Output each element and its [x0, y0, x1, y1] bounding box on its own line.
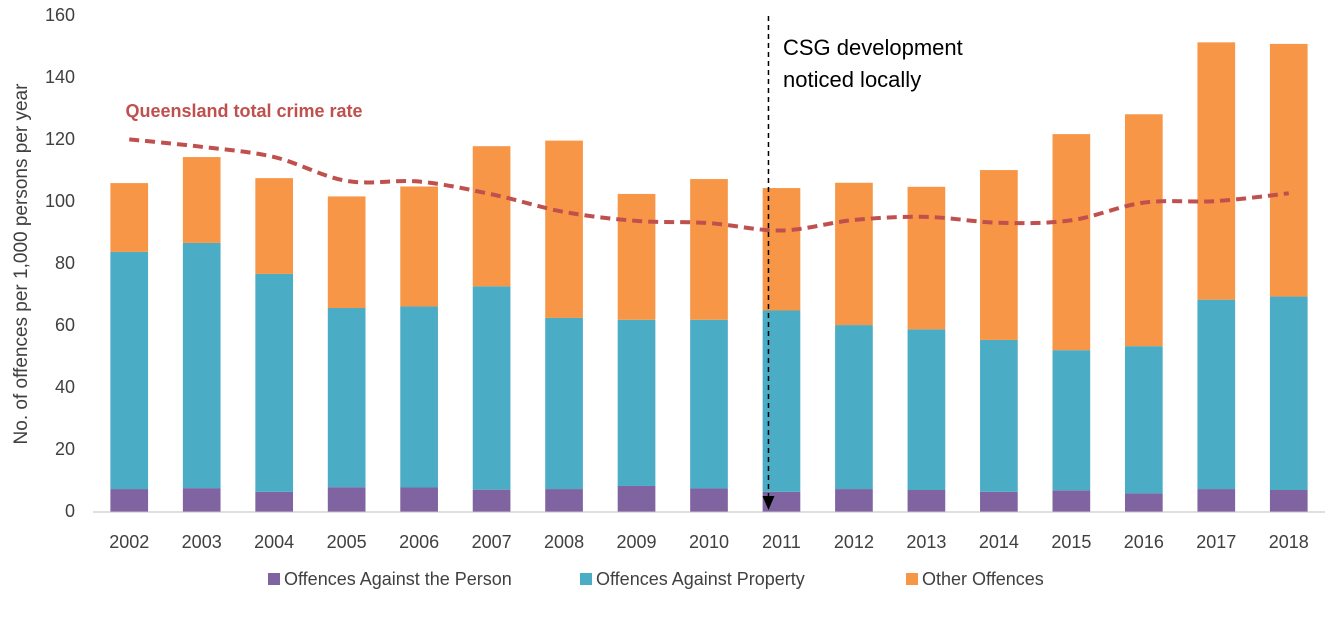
bar-segment [835, 182, 873, 326]
y-tick-label: 0 [65, 501, 75, 521]
bar-segment [617, 193, 656, 320]
bar-segment [980, 491, 1018, 512]
bar-segment [182, 157, 221, 243]
bar-segment [472, 489, 511, 512]
bar-segment [1197, 299, 1236, 490]
bar-segment [255, 491, 294, 512]
bar-segment [400, 186, 438, 307]
bar-segment [472, 286, 511, 490]
bar-segment [545, 489, 583, 512]
y-axis-title: No. of offences per 1,000 persons per ye… [11, 83, 32, 445]
bar-segment [1269, 296, 1308, 490]
bar-segment [400, 487, 438, 512]
bar-segment [980, 170, 1018, 340]
x-tick-label: 2002 [109, 532, 149, 552]
bar-segment [835, 489, 873, 512]
bar-segment [690, 179, 728, 320]
bar-segment [617, 319, 656, 486]
bar-segment [182, 488, 221, 512]
x-tick-label: 2013 [906, 532, 946, 552]
bar-segment [1052, 134, 1091, 351]
bar-segment [400, 306, 438, 488]
x-tick-label: 2014 [979, 532, 1019, 552]
legend-swatch [906, 573, 918, 585]
bar-segment [617, 485, 656, 512]
y-tick-label: 40 [55, 377, 75, 397]
x-tick-label: 2007 [472, 532, 512, 552]
bar-segment [1124, 114, 1163, 347]
bar-segment [327, 487, 366, 512]
bar-segment [1197, 489, 1236, 512]
x-tick-label: 2003 [182, 532, 222, 552]
bar-segment [762, 310, 801, 492]
bar-segment [327, 308, 366, 488]
y-tick-label: 60 [55, 315, 75, 335]
bar-segment [690, 319, 728, 489]
x-tick-label: 2011 [762, 532, 801, 552]
x-tick-label: 2012 [834, 532, 874, 552]
annotation: CSG development noticed locally [783, 32, 963, 96]
legend-label: Other Offences [922, 569, 1044, 589]
bar-segment [545, 317, 583, 490]
legend-swatch [268, 573, 280, 585]
x-tick-label: 2009 [617, 532, 657, 552]
x-tick-label: 2018 [1269, 532, 1309, 552]
x-tick-label: 2017 [1196, 532, 1236, 552]
bar-segment [327, 196, 366, 309]
legend-swatch [580, 573, 592, 585]
bar-segment [1124, 493, 1163, 512]
bar-segment [1197, 42, 1236, 300]
bar-segment [1052, 350, 1091, 491]
bar-segment [907, 329, 946, 490]
annotation-line: CSG development [783, 35, 963, 60]
x-tick-label: 2005 [327, 532, 367, 552]
bar-segment [907, 489, 946, 512]
y-tick-label: 100 [45, 191, 75, 211]
bar-segment [182, 242, 221, 489]
legend-label: Offences Against the Person [284, 569, 512, 589]
bar-segment [545, 140, 583, 318]
y-tick-label: 120 [45, 129, 75, 149]
annotation-line: noticed locally [783, 67, 922, 92]
bar-segment [1124, 346, 1163, 494]
x-tick-label: 2004 [254, 532, 294, 552]
bar-segment [1269, 43, 1308, 297]
x-tick-label: 2008 [544, 532, 584, 552]
y-tick-label: 20 [55, 439, 75, 459]
bar-segment [1269, 489, 1308, 512]
bar-segment [1052, 490, 1091, 512]
x-tick-label: 2015 [1051, 532, 1091, 552]
bar-segment [255, 178, 294, 274]
bar-segment [835, 325, 873, 490]
bar-segment [255, 273, 294, 492]
bar-segment [110, 183, 149, 252]
bar-segment [690, 488, 728, 512]
y-tick-label: 140 [45, 67, 75, 87]
bar-segment [110, 251, 149, 490]
bar-segment [110, 489, 149, 512]
bar-segment [980, 339, 1018, 492]
y-tick-label: 80 [55, 253, 75, 273]
bar-segment [472, 146, 511, 287]
legend-label: Offences Against Property [596, 569, 805, 589]
x-tick-label: 2006 [399, 532, 439, 552]
line [129, 137, 1289, 233]
annotation-arrowhead [762, 496, 775, 510]
line-label: Queensland total crime rate [125, 101, 363, 121]
y-tick-label: 160 [45, 5, 75, 25]
bar-segment [907, 186, 946, 330]
x-tick-label: 2016 [1124, 532, 1164, 552]
x-tick-label: 2010 [689, 532, 729, 552]
